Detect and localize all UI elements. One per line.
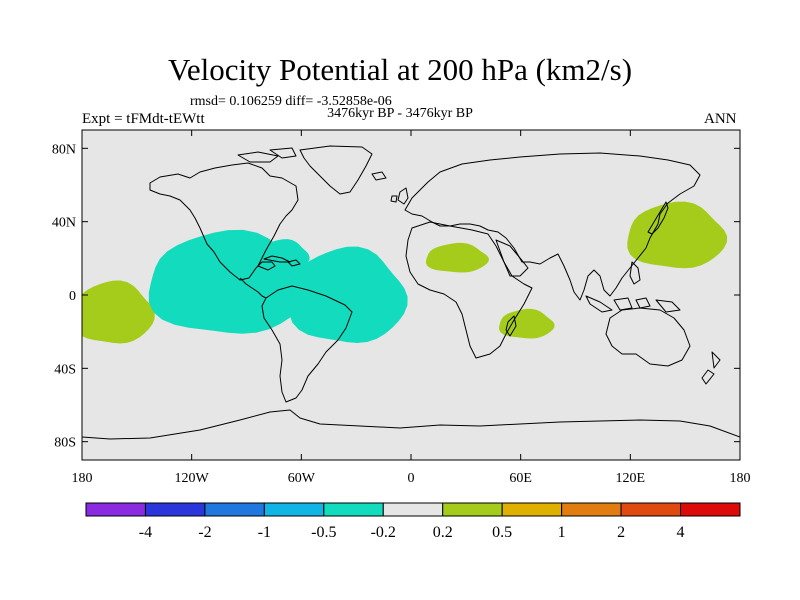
lon-tick-label: 180 (72, 471, 93, 486)
coastline-indonesia (585, 295, 681, 313)
coastline-south-america (261, 285, 353, 403)
longitude-ticks: 180 120W 60W 0 60E 120E 180 (72, 130, 751, 486)
colorbar-label: -0.2 (371, 524, 396, 541)
colorbar-box (501, 502, 563, 517)
colorbar-label: -1 (258, 524, 271, 541)
lon-tick-label: 0 (408, 471, 415, 486)
coastline-hispaniola (287, 259, 301, 267)
lat-tick-label: 40N (52, 216, 76, 231)
anomaly-caribbean-negative (257, 239, 310, 273)
coastline-iceland (371, 171, 387, 181)
colorbar-label: 0.5 (492, 524, 512, 541)
colorbar-label: -2 (198, 524, 211, 541)
coastline-eurasia (404, 152, 701, 301)
anomaly-layer (82, 201, 728, 344)
coastline-philippines (629, 261, 641, 285)
colorbar-label: 4 (677, 524, 685, 541)
colorbar-box (204, 502, 265, 517)
lat-tick-label: 80S (54, 436, 76, 451)
lat-tick-label: 80N (52, 142, 76, 157)
season-label: ANN (704, 111, 737, 127)
colorbar-box (561, 502, 622, 517)
time-period-subtitle: 3476kyr BP - 3476kyr BP (327, 106, 473, 121)
coastline-africa (405, 221, 533, 359)
colorbar-box (620, 502, 682, 517)
colorbar-box (323, 502, 384, 517)
anomaly-north-africa-positive (426, 242, 489, 273)
coastline-madagascar (505, 315, 517, 337)
latitude-ticks: 80N 40N 0 40S 80S (52, 142, 740, 451)
coastline-japan (647, 201, 669, 235)
colorbar-box (263, 502, 325, 517)
coastline-central-america (239, 277, 267, 299)
colorbar-label: 1 (558, 524, 566, 541)
anomaly-northwest-pacific-positive (627, 201, 728, 269)
coastline-australia (605, 307, 691, 367)
lat-tick-label: 0 (69, 289, 76, 304)
colorbar-box (382, 502, 444, 517)
coastline-new-zealand (701, 351, 721, 385)
lon-tick-label: 120W (175, 471, 210, 486)
coastline-greenland (299, 145, 373, 195)
colorbar-label: 0.2 (433, 524, 453, 541)
lon-tick-label: 180 (730, 471, 751, 486)
experiment-label: Expt = tFMdt-tEWtt (82, 111, 205, 127)
colorbar-box (680, 502, 741, 517)
colorbar-box (144, 502, 206, 517)
lon-tick-label: 120E (616, 471, 646, 486)
lat-tick-label: 40S (54, 362, 76, 377)
coastline-cuba (263, 255, 291, 263)
coastline-north-america (149, 162, 299, 281)
anomaly-central-pacific-positive (82, 280, 155, 344)
colorbar-box (442, 502, 503, 517)
coastline-arabia (495, 239, 529, 277)
colorbar-label: -4 (139, 524, 152, 541)
coastline-antarctica (82, 409, 740, 440)
coastline-arctic-islands (237, 147, 297, 163)
lon-tick-label: 60W (288, 471, 316, 486)
coastlines (82, 145, 740, 440)
figure-title: Velocity Potential at 200 hPa (km2/s) (167, 52, 633, 87)
colorbar-box (85, 502, 146, 517)
colorbar: -4 -2 -1 -0.5 -0.2 0.2 0.5 1 2 4 (85, 502, 741, 541)
colorbar-label: -0.5 (311, 524, 336, 541)
rmsd-diff-stats: rmsd= 0.106259 diff= -3.52858e-06 (190, 94, 392, 109)
coastline-british-isles (390, 187, 409, 205)
lon-tick-label: 60E (509, 471, 532, 486)
colorbar-label: 2 (617, 524, 625, 541)
anomaly-south-america-atlantic-negative (289, 246, 408, 343)
